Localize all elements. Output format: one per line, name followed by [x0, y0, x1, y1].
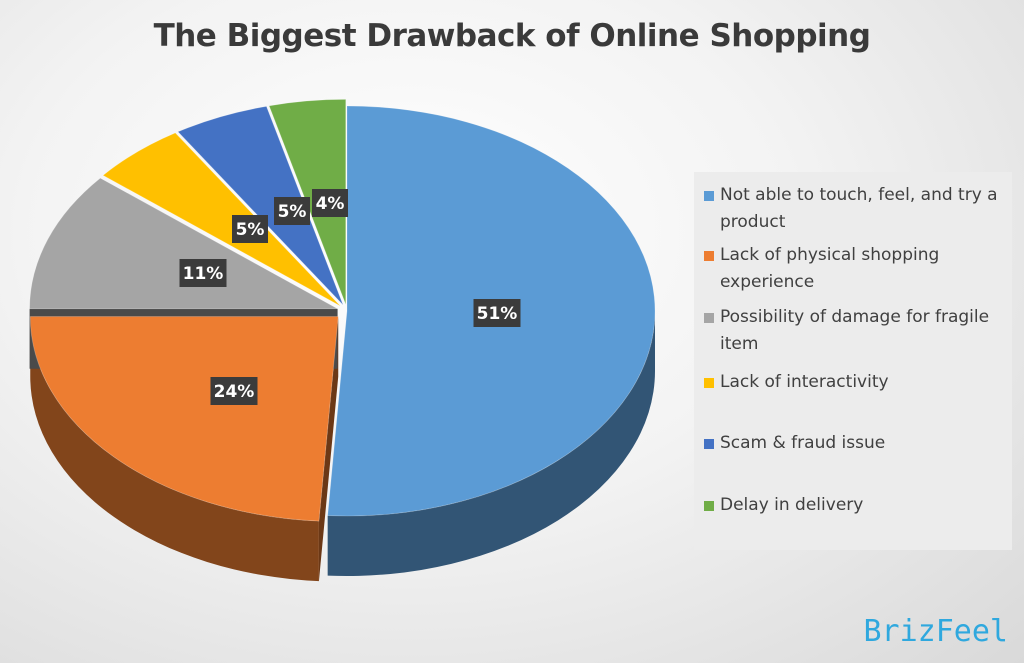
- data-label-text-2: 11%: [183, 264, 224, 284]
- data-label-bg-0: [473, 299, 521, 327]
- data-label-text-4: 5%: [278, 202, 307, 222]
- data-label-bg-2: [179, 259, 227, 287]
- slice-side-0: [327, 311, 655, 576]
- legend-swatch-2: [704, 313, 714, 323]
- data-label-3: 5%: [232, 215, 268, 243]
- legend: Not able to touch, feel, and try a produ…: [694, 172, 1012, 550]
- data-label-text-3: 5%: [236, 220, 265, 240]
- legend-label-2: Possibility of damage for fragile item: [720, 307, 990, 354]
- slice-face-1-0: [318, 316, 339, 582]
- legend-item-5: Delay in delivery: [704, 492, 1006, 519]
- chart-title: The Biggest Drawback of Online Shopping: [153, 18, 871, 54]
- legend-item-4: Scam & fraud issue: [704, 430, 1006, 457]
- data-label-4: 5%: [274, 197, 310, 225]
- data-label-2: 11%: [179, 259, 227, 287]
- legend-swatch-1: [704, 251, 714, 261]
- data-label-bg-5: [312, 189, 348, 217]
- slice-2: [29, 177, 338, 310]
- slice-3: [102, 132, 341, 307]
- slice-side-1: [30, 316, 319, 582]
- data-label-0: 51%: [473, 299, 521, 327]
- data-label-text-5: 4%: [316, 194, 345, 214]
- data-label-1: 24%: [210, 377, 258, 405]
- legend-label-3: Lack of interactivity: [720, 372, 889, 392]
- legend-label-0: Not able to touch, feel, and try a produ…: [720, 185, 998, 232]
- data-label-5: 4%: [312, 189, 348, 217]
- legend-swatch-4: [704, 439, 714, 449]
- legend-item-3: Lack of interactivity: [704, 369, 1006, 396]
- slice-4: [177, 105, 344, 306]
- data-label-bg-3: [232, 215, 268, 243]
- legend-swatch-0: [704, 191, 714, 201]
- legend-label-4: Scam & fraud issue: [720, 433, 886, 453]
- watermark-logo: BrizFeel: [863, 614, 1009, 649]
- slice-1: [29, 316, 339, 522]
- legend-item-1: Lack of physical shopping experience: [704, 242, 1006, 296]
- legend-item-2: Possibility of damage for fragile item: [704, 304, 1006, 358]
- data-label-text-1: 24%: [214, 382, 255, 402]
- legend-swatch-3: [704, 378, 714, 388]
- data-label-bg-4: [274, 197, 310, 225]
- data-label-bg-1: [210, 377, 258, 405]
- legend-label-1: Lack of physical shopping experience: [720, 245, 940, 292]
- data-labels: 51% 24% 11% 5% 5% 4%: [179, 189, 521, 405]
- legend-swatch-5: [704, 501, 714, 511]
- data-label-text-0: 51%: [477, 304, 518, 324]
- legend-item-0: Not able to touch, feel, and try a produ…: [704, 182, 1006, 236]
- legend-label-5: Delay in delivery: [720, 495, 864, 515]
